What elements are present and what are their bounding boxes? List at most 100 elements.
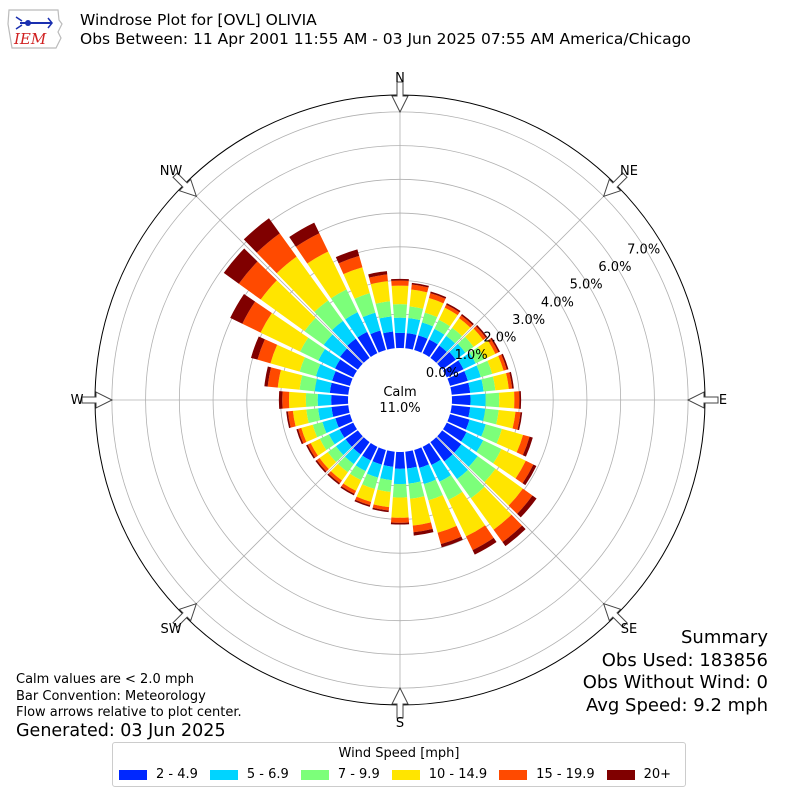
- windrose-bar-segment: [430, 345, 447, 363]
- windrose-bar-segment: [493, 449, 526, 479]
- direction-arrow-shape: [81, 391, 114, 409]
- windrose-bar-segment: [502, 525, 526, 547]
- summary-block: Summary Obs Used: 183856 Obs Without Win…: [583, 627, 768, 717]
- summary-obs-without-wind: Obs Without Wind: 0: [582, 672, 768, 693]
- windrose-bar-segment: [414, 335, 428, 353]
- compass-label-nw: NW: [160, 164, 183, 179]
- windrose-bar-segment: [393, 317, 407, 334]
- windrose-bar-segment: [408, 306, 424, 321]
- windrose-bar-segment: [465, 525, 494, 551]
- windrose-bar-segment: [393, 468, 407, 485]
- compass-label-se: SE: [621, 622, 637, 637]
- legend-label: 7 - 9.9: [337, 767, 380, 782]
- windrose-bar-segment: [260, 312, 309, 352]
- windrose-bar-segment: [335, 249, 360, 264]
- windrose-bar-segment: [270, 344, 305, 372]
- windrose-bar-segment: [343, 267, 370, 299]
- windrose-bar-segment: [243, 218, 280, 253]
- windrose-bar-segment: [454, 444, 478, 467]
- legend-label: 15 - 19.9: [536, 767, 595, 782]
- windrose-bar-segment: [289, 222, 320, 247]
- summary-obs-used: Obs Used: 183856: [601, 649, 768, 671]
- compass-label-w: W: [71, 393, 84, 408]
- legend-items: 2 - 4.9 5 - 6.9 7 - 9.9 10 - 14.9 15 - 1…: [119, 767, 683, 782]
- windrose-bar-segment: [446, 303, 461, 313]
- windrose-bar-segment: [394, 451, 406, 469]
- direction-arrow: [81, 391, 114, 409]
- windrose-bar-segment: [437, 351, 456, 370]
- grid-spoke: [436, 436, 616, 616]
- windrose-bar-segment: [509, 371, 514, 389]
- windrose-bar-segment: [443, 360, 464, 378]
- windrose-bar-segment: [424, 298, 444, 318]
- windrose-bar-segment: [354, 499, 371, 507]
- legend-swatch: [119, 769, 147, 780]
- windrose-bar-segment: [498, 354, 507, 371]
- windrose-bar-segment: [328, 471, 342, 484]
- legend-label: 5 - 6.9: [246, 767, 289, 782]
- radial-tick-label: 3.0%: [512, 313, 545, 328]
- generated-date: Generated: 03 Jun 2025: [16, 720, 226, 741]
- windrose-bar-segment: [515, 460, 534, 484]
- legend-item: 10 - 14.9: [391, 767, 488, 782]
- windrose-bar-segment: [335, 414, 353, 428]
- windrose-bar-segment: [286, 411, 291, 429]
- windrose-bar-segment: [337, 456, 354, 473]
- windrose-bar-segment: [439, 475, 463, 500]
- radial-tick-label: 6.0%: [598, 260, 631, 275]
- windrose-bar-segment: [418, 322, 434, 339]
- windrose-bar-segment: [307, 251, 347, 299]
- windrose-bar-segment: [440, 536, 463, 548]
- windrose-bar-segment: [447, 371, 468, 386]
- windrose-bar-segment: [338, 255, 363, 275]
- windrose-bar-segment: [406, 318, 421, 335]
- legend-swatch: [209, 769, 238, 780]
- windrose-bar-segment: [328, 429, 345, 445]
- windrose-bar-segment: [375, 301, 392, 319]
- direction-arrow-shape: [391, 686, 409, 719]
- windrose-bar-segment: [372, 507, 389, 513]
- windrose-bar-segment: [457, 336, 474, 353]
- windrose-bar-segment: [353, 437, 370, 455]
- windrose-bar-segment: [349, 465, 366, 481]
- windrose-bar-segment: [481, 424, 502, 444]
- radial-tick-labels: 0.0% 1.0% 2.0% 3.0% 4.0% 5.0% 6.0% 7.0%: [426, 242, 660, 380]
- windrose-bar-segment: [377, 478, 392, 493]
- windrose-bar-segment: [516, 434, 530, 456]
- windrose-bar-segment: [522, 436, 533, 457]
- radial-tick-label: 2.0%: [483, 331, 516, 346]
- radial-tick-label: 5.0%: [570, 278, 603, 293]
- windrose-bar-segment: [447, 414, 470, 430]
- windrose-bar-segment: [487, 355, 504, 374]
- windrose-bar-segment: [465, 419, 486, 437]
- windrose-bar-segment: [327, 473, 340, 485]
- windrose-bar-segment: [331, 405, 350, 417]
- windrose-bar-segment: [334, 359, 357, 378]
- windrose-bar-segment: [459, 315, 473, 328]
- windrose-bar-segment: [446, 327, 463, 344]
- windrose-bar-segment: [356, 484, 375, 502]
- windrose-bar-segment: [405, 450, 417, 469]
- note-convention: Bar Convention: Meteorology: [16, 688, 206, 704]
- windrose-bar-segment: [452, 318, 471, 337]
- compass-label-e: E: [719, 393, 727, 408]
- grid-spoke: [184, 184, 364, 364]
- direction-arrow: [172, 602, 198, 628]
- legend-label: 10 - 14.9: [428, 767, 488, 782]
- windrose-bar-segment: [305, 393, 318, 407]
- note-calm: Calm values are < 2.0 mph: [16, 672, 195, 687]
- windrose-bar-segment: [437, 525, 462, 545]
- windrose-bar-segment: [485, 392, 500, 408]
- windrose-bar-segment: [490, 337, 500, 353]
- windrose-bar-segment: [370, 281, 390, 304]
- windrose-bar-segment: [481, 376, 496, 392]
- calm-value: 11.0%: [379, 401, 420, 416]
- windrose-bar-segment: [242, 301, 272, 333]
- legend-item: 20+: [606, 767, 671, 782]
- windrose-bar-segment: [391, 280, 409, 286]
- windrose-bar-segment: [318, 348, 341, 369]
- windrose-bar-segment: [421, 312, 438, 327]
- windrose-bar-segment: [412, 522, 433, 533]
- direction-arrow: [391, 686, 409, 719]
- windrose-bar-segment: [306, 444, 316, 459]
